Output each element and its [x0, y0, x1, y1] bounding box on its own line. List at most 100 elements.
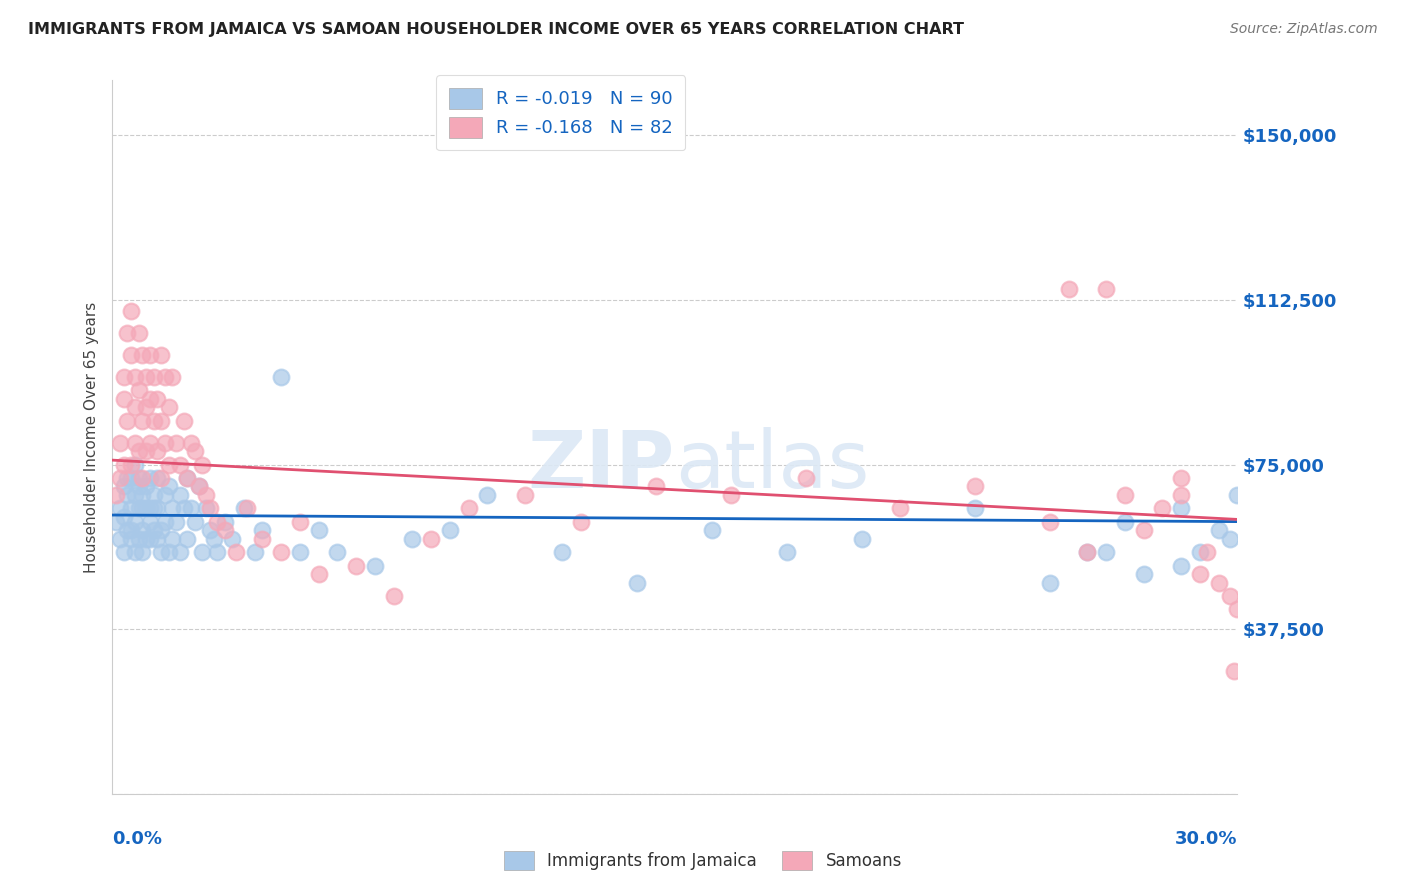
- Point: [120, 532, 142, 546]
- Point: [128, 532, 150, 546]
- Point: [120, 458, 142, 472]
- Point: [1170, 501, 1192, 516]
- Point: [1188, 567, 1211, 582]
- Point: [477, 488, 499, 502]
- Point: [176, 532, 198, 546]
- Point: [139, 348, 162, 362]
- Point: [157, 545, 180, 559]
- Point: [794, 471, 817, 485]
- Point: [112, 545, 135, 559]
- Point: [146, 471, 169, 485]
- Point: [153, 488, 176, 502]
- Point: [135, 479, 157, 493]
- Point: [551, 545, 574, 559]
- Point: [108, 471, 131, 485]
- Point: [128, 383, 150, 397]
- Point: [169, 488, 191, 502]
- Point: [169, 458, 191, 472]
- Point: [117, 488, 139, 502]
- Point: [851, 532, 873, 546]
- Point: [128, 501, 150, 516]
- Point: [187, 479, 209, 493]
- Point: [135, 401, 157, 415]
- Point: [401, 532, 423, 546]
- Point: [173, 501, 195, 516]
- Point: [112, 510, 135, 524]
- Point: [128, 471, 150, 485]
- Point: [105, 515, 128, 529]
- Point: [124, 515, 146, 529]
- Point: [139, 435, 162, 450]
- Point: [131, 348, 153, 362]
- Point: [439, 524, 461, 538]
- Point: [207, 515, 229, 529]
- Point: [202, 532, 225, 546]
- Point: [157, 458, 180, 472]
- Point: [142, 369, 165, 384]
- Point: [131, 488, 153, 502]
- Point: [180, 435, 202, 450]
- Point: [120, 303, 142, 318]
- Point: [108, 435, 131, 450]
- Point: [214, 515, 236, 529]
- Point: [162, 369, 184, 384]
- Point: [382, 589, 405, 603]
- Point: [169, 545, 191, 559]
- Point: [150, 414, 173, 428]
- Point: [626, 576, 648, 591]
- Point: [776, 545, 799, 559]
- Point: [1057, 282, 1080, 296]
- Point: [142, 501, 165, 516]
- Point: [146, 392, 169, 406]
- Point: [288, 545, 311, 559]
- Point: [308, 524, 330, 538]
- Point: [1114, 488, 1136, 502]
- Point: [1076, 545, 1098, 559]
- Point: [1095, 282, 1118, 296]
- Point: [1039, 576, 1062, 591]
- Point: [180, 501, 202, 516]
- Point: [702, 524, 724, 538]
- Point: [139, 532, 162, 546]
- Point: [135, 532, 157, 546]
- Point: [124, 545, 146, 559]
- Point: [1132, 524, 1154, 538]
- Legend: R = -0.019   N = 90, R = -0.168   N = 82: R = -0.019 N = 90, R = -0.168 N = 82: [436, 75, 685, 150]
- Point: [184, 444, 207, 458]
- Point: [142, 524, 165, 538]
- Point: [135, 501, 157, 516]
- Point: [131, 501, 153, 516]
- Point: [1222, 664, 1244, 678]
- Point: [225, 545, 247, 559]
- Text: 30.0%: 30.0%: [1175, 830, 1237, 847]
- Point: [124, 488, 146, 502]
- Point: [1208, 576, 1230, 591]
- Point: [124, 458, 146, 472]
- Point: [1197, 545, 1219, 559]
- Point: [1152, 501, 1174, 516]
- Point: [139, 471, 162, 485]
- Point: [198, 524, 221, 538]
- Point: [308, 567, 330, 582]
- Point: [117, 524, 139, 538]
- Point: [513, 488, 536, 502]
- Point: [191, 458, 214, 472]
- Point: [236, 501, 259, 516]
- Point: [131, 471, 153, 485]
- Point: [146, 532, 169, 546]
- Point: [153, 515, 176, 529]
- Point: [146, 444, 169, 458]
- Point: [173, 414, 195, 428]
- Point: [124, 401, 146, 415]
- Point: [120, 348, 142, 362]
- Point: [889, 501, 911, 516]
- Legend: Immigrants from Jamaica, Samoans: Immigrants from Jamaica, Samoans: [498, 844, 908, 877]
- Point: [146, 501, 169, 516]
- Text: ZIP: ZIP: [527, 426, 675, 505]
- Point: [139, 501, 162, 516]
- Point: [344, 558, 367, 573]
- Point: [195, 488, 218, 502]
- Point: [112, 369, 135, 384]
- Point: [270, 369, 292, 384]
- Point: [1039, 515, 1062, 529]
